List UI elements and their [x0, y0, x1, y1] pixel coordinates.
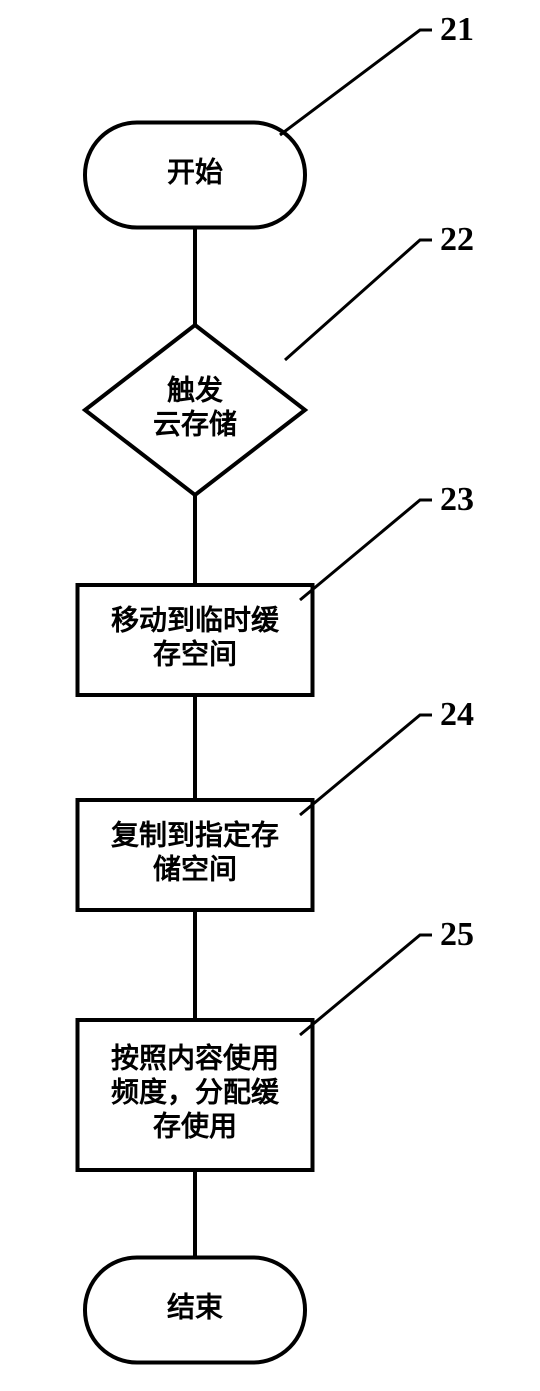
node-label: 云存储	[153, 407, 237, 440]
node-label: 频度，分配缓	[111, 1076, 280, 1108]
callout-leader	[300, 935, 432, 1035]
callout-leader	[300, 500, 432, 600]
callout-number: 25	[440, 916, 474, 953]
node-label: 结束	[167, 1291, 223, 1323]
callout-number: 24	[440, 696, 474, 733]
node-n21: 开始 21	[85, 11, 474, 228]
node-n22: 触发云存储 22	[85, 221, 474, 495]
callout-leader	[285, 240, 432, 360]
node-n23: 移动到临时缓存空间 23	[78, 481, 475, 695]
callout-number: 21	[440, 11, 474, 48]
node-n25: 按照内容使用频度，分配缓存使用 25	[78, 916, 475, 1170]
flowchart-canvas: 开始 21 触发云存储 22 移动到临时缓存空间 23 复制到指定存储空间 24 按照内容使用频…	[0, 0, 540, 1391]
node-label: 储空间	[153, 852, 237, 885]
node-n_end: 结束	[85, 1258, 305, 1363]
node-label: 移动到临时缓	[111, 603, 280, 636]
node-label: 开始	[167, 156, 223, 188]
callout-number: 22	[440, 221, 474, 258]
node-label: 存空间	[153, 637, 237, 670]
node-label: 触发	[167, 373, 223, 406]
callout-leader	[280, 30, 432, 135]
node-label: 存使用	[153, 1109, 237, 1142]
node-n24: 复制到指定存储空间 24	[78, 696, 475, 910]
node-label: 按照内容使用	[111, 1041, 279, 1074]
callout-number: 23	[440, 481, 474, 518]
callout-leader	[300, 715, 432, 815]
node-label: 复制到指定存	[111, 818, 279, 851]
